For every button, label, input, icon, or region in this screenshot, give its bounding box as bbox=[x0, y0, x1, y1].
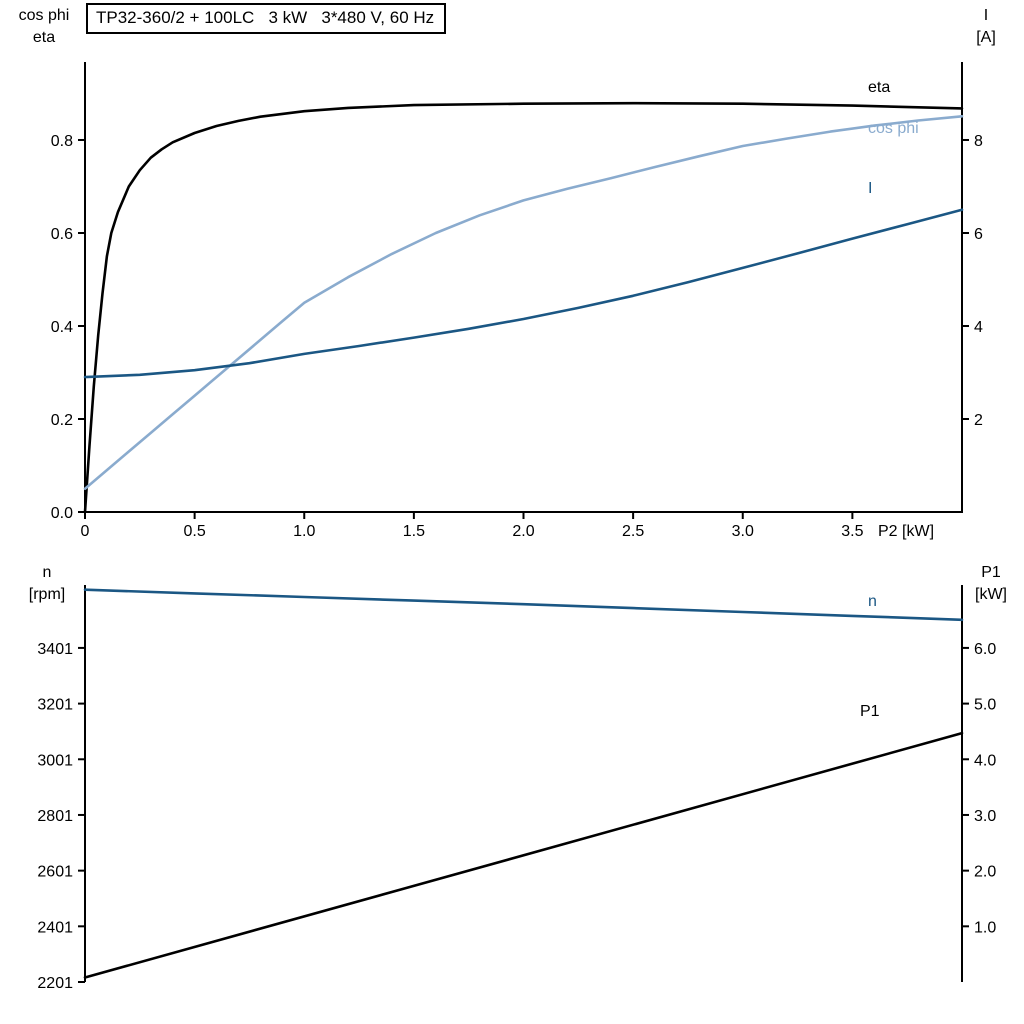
curve-label-cos-phi: cos phi bbox=[868, 120, 919, 137]
left-axis-title: cos phi bbox=[19, 7, 70, 24]
x-tick-label: 3.5 bbox=[841, 523, 863, 540]
series-curve-I bbox=[83, 208, 964, 379]
left-axis-title: [rpm] bbox=[29, 586, 65, 603]
right-tick-label: 8 bbox=[974, 133, 983, 150]
left-tick-label: 0.0 bbox=[51, 505, 73, 522]
right-tick-label: 2.0 bbox=[974, 864, 996, 881]
x-tick-label: 0.5 bbox=[184, 523, 206, 540]
series-curve-cos-phi bbox=[83, 115, 964, 490]
left-tick-label: 3001 bbox=[37, 752, 73, 769]
chart-title-box: TP32-360/2 + 100LC 3 kW 3*480 V, 60 Hz bbox=[86, 3, 447, 34]
right-tick-label: 6 bbox=[974, 226, 983, 243]
series-curve-P1 bbox=[83, 731, 964, 979]
x-tick-label: 1.0 bbox=[293, 523, 315, 540]
right-axis-title: I bbox=[984, 7, 988, 24]
left-tick-label: 3201 bbox=[37, 697, 73, 714]
left-tick-label: 2601 bbox=[37, 864, 73, 881]
curve-label-I: I bbox=[868, 180, 872, 197]
right-tick-label: 4.0 bbox=[974, 752, 996, 769]
series-curve-n bbox=[83, 588, 964, 622]
x-tick-label: 3.0 bbox=[732, 523, 754, 540]
left-axis-title: n bbox=[43, 564, 52, 581]
left-tick-label: 0.2 bbox=[51, 412, 73, 429]
left-tick-label: 2801 bbox=[37, 808, 73, 825]
left-tick-label: 0.4 bbox=[51, 319, 73, 336]
x-axis-title: P2 [kW] bbox=[878, 523, 934, 540]
x-tick-label: 0 bbox=[81, 523, 90, 540]
left-axis-title: eta bbox=[33, 29, 55, 46]
right-tick-label: 3.0 bbox=[974, 808, 996, 825]
curve-label-P1: P1 bbox=[860, 703, 880, 720]
left-tick-label: 2401 bbox=[37, 919, 73, 936]
curve-label-n: n bbox=[868, 593, 877, 610]
right-axis-title: P1 bbox=[981, 564, 1001, 581]
x-tick-label: 2.0 bbox=[512, 523, 534, 540]
right-axis-title: [kW] bbox=[975, 586, 1007, 603]
x-tick-label: 1.5 bbox=[403, 523, 425, 540]
left-tick-label: 2201 bbox=[37, 975, 73, 992]
right-tick-label: 6.0 bbox=[974, 641, 996, 658]
right-tick-label: 2 bbox=[974, 412, 983, 429]
right-tick-label: 4 bbox=[974, 319, 983, 336]
left-tick-label: 3401 bbox=[37, 641, 73, 658]
curve-label-eta: eta bbox=[868, 79, 890, 96]
series-curve-eta bbox=[83, 101, 964, 514]
right-tick-label: 5.0 bbox=[974, 697, 996, 714]
right-tick-label: 1.0 bbox=[974, 919, 996, 936]
left-tick-label: 0.6 bbox=[51, 226, 73, 243]
left-tick-label: 0.8 bbox=[51, 133, 73, 150]
x-tick-label: 2.5 bbox=[622, 523, 644, 540]
right-axis-title: [A] bbox=[976, 29, 996, 46]
